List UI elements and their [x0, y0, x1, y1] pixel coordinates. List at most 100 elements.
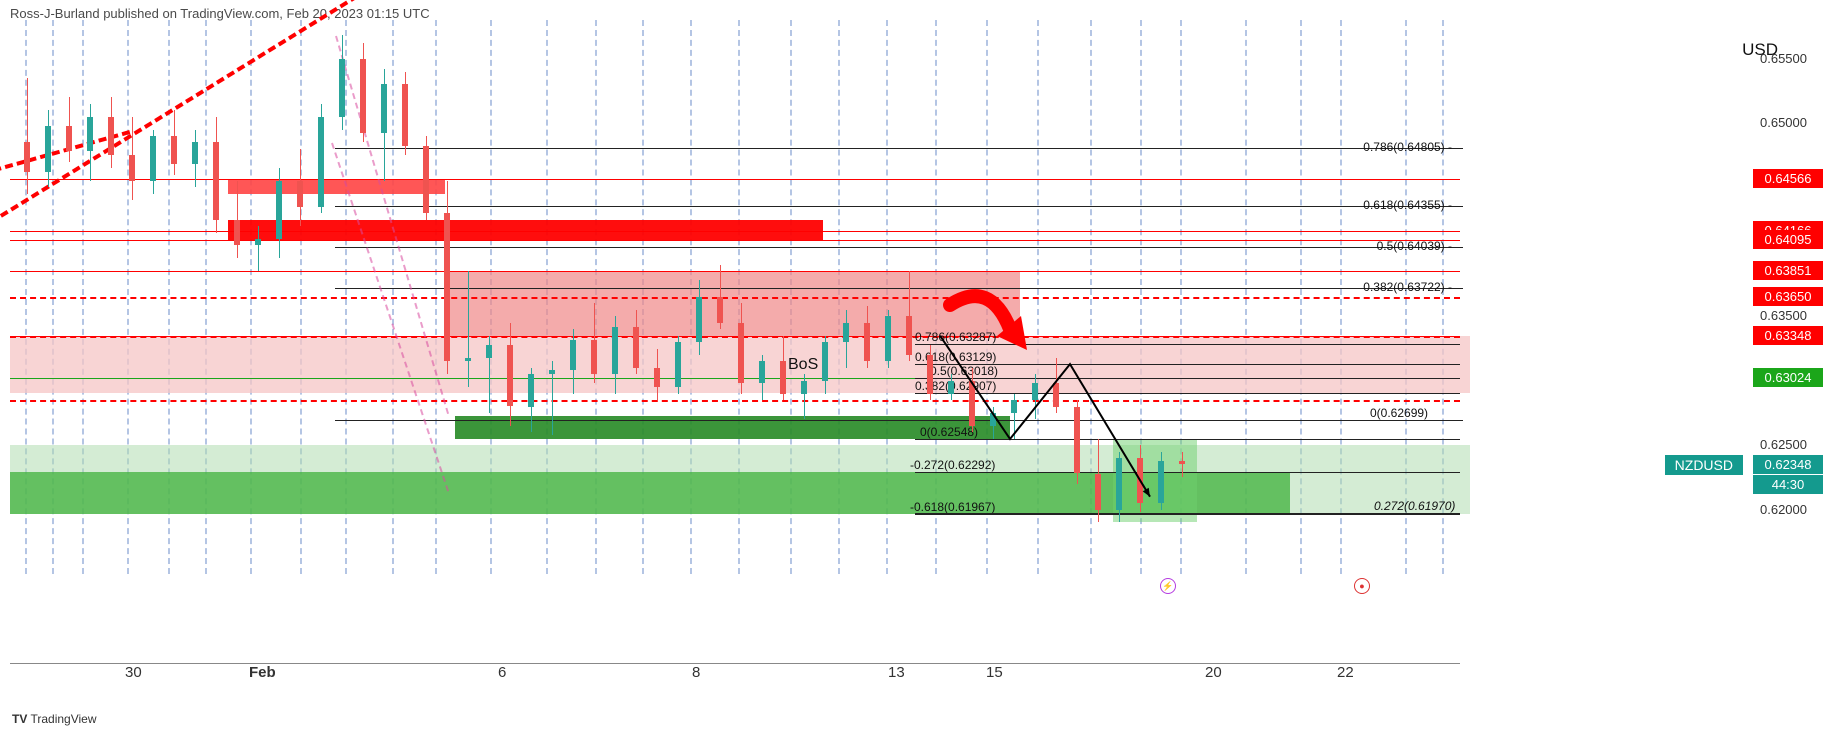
- candle-wick: [258, 226, 259, 271]
- x-axis-tick: Feb: [249, 664, 276, 681]
- y-axis-tick: 0.63500: [1760, 308, 1807, 323]
- fib-level-line: [915, 439, 1460, 440]
- fib-level-line: [335, 148, 1463, 149]
- candle-body: [1095, 474, 1101, 510]
- x-axis-tick: 8: [692, 664, 700, 681]
- candle-body: [906, 316, 912, 355]
- fib-level-label: 0.786(0.64805) -: [1363, 140, 1452, 154]
- fib-level-label: -0.272(0.62292): [910, 458, 995, 472]
- candle-body: [612, 327, 618, 375]
- price-tag[interactable]: 0.63851: [1753, 261, 1823, 280]
- candle-body: [948, 381, 954, 394]
- candle-body: [45, 126, 51, 172]
- candle-body: [633, 327, 639, 368]
- candle-body: [507, 345, 513, 407]
- candle-body: [318, 117, 324, 207]
- dashed-level-line: [10, 336, 1460, 338]
- candle-wick: [27, 78, 28, 194]
- event-icon[interactable]: ●: [1354, 578, 1370, 594]
- price-tag[interactable]: 0.64095: [1753, 230, 1823, 249]
- x-axis-tick: 13: [888, 664, 905, 681]
- candle-body: [87, 117, 93, 152]
- candle-body: [423, 146, 429, 213]
- fib-level-line: [915, 393, 1460, 394]
- price-tag[interactable]: 0.64566: [1753, 169, 1823, 188]
- price-tag[interactable]: 0.63348: [1753, 326, 1823, 345]
- candle-body: [1179, 461, 1185, 465]
- candle-wick: [468, 271, 469, 387]
- candle-body: [780, 361, 786, 393]
- candle-body: [339, 59, 345, 117]
- fib-level-label: 0.618(0.64355) -: [1363, 198, 1452, 212]
- fib-level-line: [915, 344, 1460, 345]
- fib-level-label: 0.5(0.63018): [930, 364, 998, 378]
- y-axis-tick: 0.62500: [1760, 437, 1807, 452]
- chart-plot-area[interactable]: 0.786(0.64805) - 0.618(0.64355) - 0.5(0.64…: [10, 20, 1460, 574]
- fib-level-line: [335, 288, 1463, 289]
- candle-body: [843, 323, 849, 342]
- candle-body: [213, 142, 219, 219]
- fib-level-line: [915, 378, 1460, 379]
- tradingview-logo: TV TradingView: [12, 712, 97, 726]
- price-zone: [1113, 439, 1197, 522]
- candle-body: [486, 345, 492, 358]
- candle-body: [192, 142, 198, 164]
- candle-body: [1074, 407, 1080, 474]
- candle-body: [822, 342, 828, 381]
- candle-body: [381, 84, 387, 133]
- x-axis-tick: 15: [986, 664, 1003, 681]
- price-tag[interactable]: 0.63650: [1753, 287, 1823, 306]
- candle-body: [129, 155, 135, 181]
- candle-body: [675, 342, 681, 387]
- candle-body: [591, 340, 597, 375]
- dashed-level-line: [10, 297, 1460, 299]
- candle-body: [1137, 458, 1143, 503]
- x-axis-tick: 22: [1337, 664, 1354, 681]
- dashed-level-line: [10, 400, 1460, 402]
- fib-level-label: -0.618(0.61967): [910, 500, 995, 514]
- current-price-tag[interactable]: 0.62348: [1753, 455, 1823, 474]
- candle-body: [927, 355, 933, 394]
- price-zone: [450, 271, 1020, 336]
- candle-body: [297, 181, 303, 207]
- candle-body: [654, 368, 660, 387]
- fib-level-label: 0(0.62699): [1370, 406, 1428, 420]
- bos-label: BoS: [788, 356, 818, 374]
- candle-body: [402, 84, 408, 146]
- projection-line: [331, 143, 449, 491]
- publish-info: Ross-J-Burland published on TradingView.…: [10, 6, 430, 21]
- candle-body: [990, 413, 996, 426]
- candle-body: [255, 239, 261, 245]
- candle-body: [885, 316, 891, 361]
- fib-level-label: 0.382(0.63722) -: [1363, 280, 1452, 294]
- candle-wick: [1182, 452, 1183, 478]
- candle-body: [801, 381, 807, 394]
- y-axis-tick: 0.62000: [1760, 502, 1807, 517]
- candle-body: [738, 323, 744, 384]
- candle-body: [864, 323, 870, 362]
- fib-level-line: [915, 513, 1460, 514]
- price-tag[interactable]: 0.63024: [1753, 368, 1823, 387]
- candle-body: [717, 297, 723, 323]
- candle-body: [1158, 461, 1164, 504]
- candle-body: [696, 297, 702, 342]
- candle-body: [1032, 383, 1038, 400]
- x-axis-tick: 20: [1205, 664, 1222, 681]
- fib-level-label: 0.272(0.61970): [1374, 499, 1455, 513]
- fib-level-label: 0.5(0.64039) -: [1377, 239, 1452, 253]
- candle-body: [66, 126, 72, 152]
- x-axis: 30Feb6813152022: [0, 664, 1460, 694]
- trend-line: [0, 0, 441, 236]
- y-axis-tick: 0.65000: [1760, 115, 1807, 130]
- candle-body: [570, 340, 576, 371]
- fib-level-line: [915, 472, 1460, 473]
- event-icon[interactable]: ⚡: [1160, 578, 1176, 594]
- countdown-tag: 44:30: [1753, 475, 1823, 494]
- candle-body: [360, 59, 366, 134]
- candle-body: [1053, 383, 1059, 406]
- x-axis-tick: 30: [125, 664, 142, 681]
- candle-body: [276, 181, 282, 239]
- candle-body: [234, 220, 240, 246]
- symbol-tag[interactable]: NZDUSD: [1665, 455, 1743, 475]
- y-axis-tick: 0.65500: [1760, 51, 1807, 66]
